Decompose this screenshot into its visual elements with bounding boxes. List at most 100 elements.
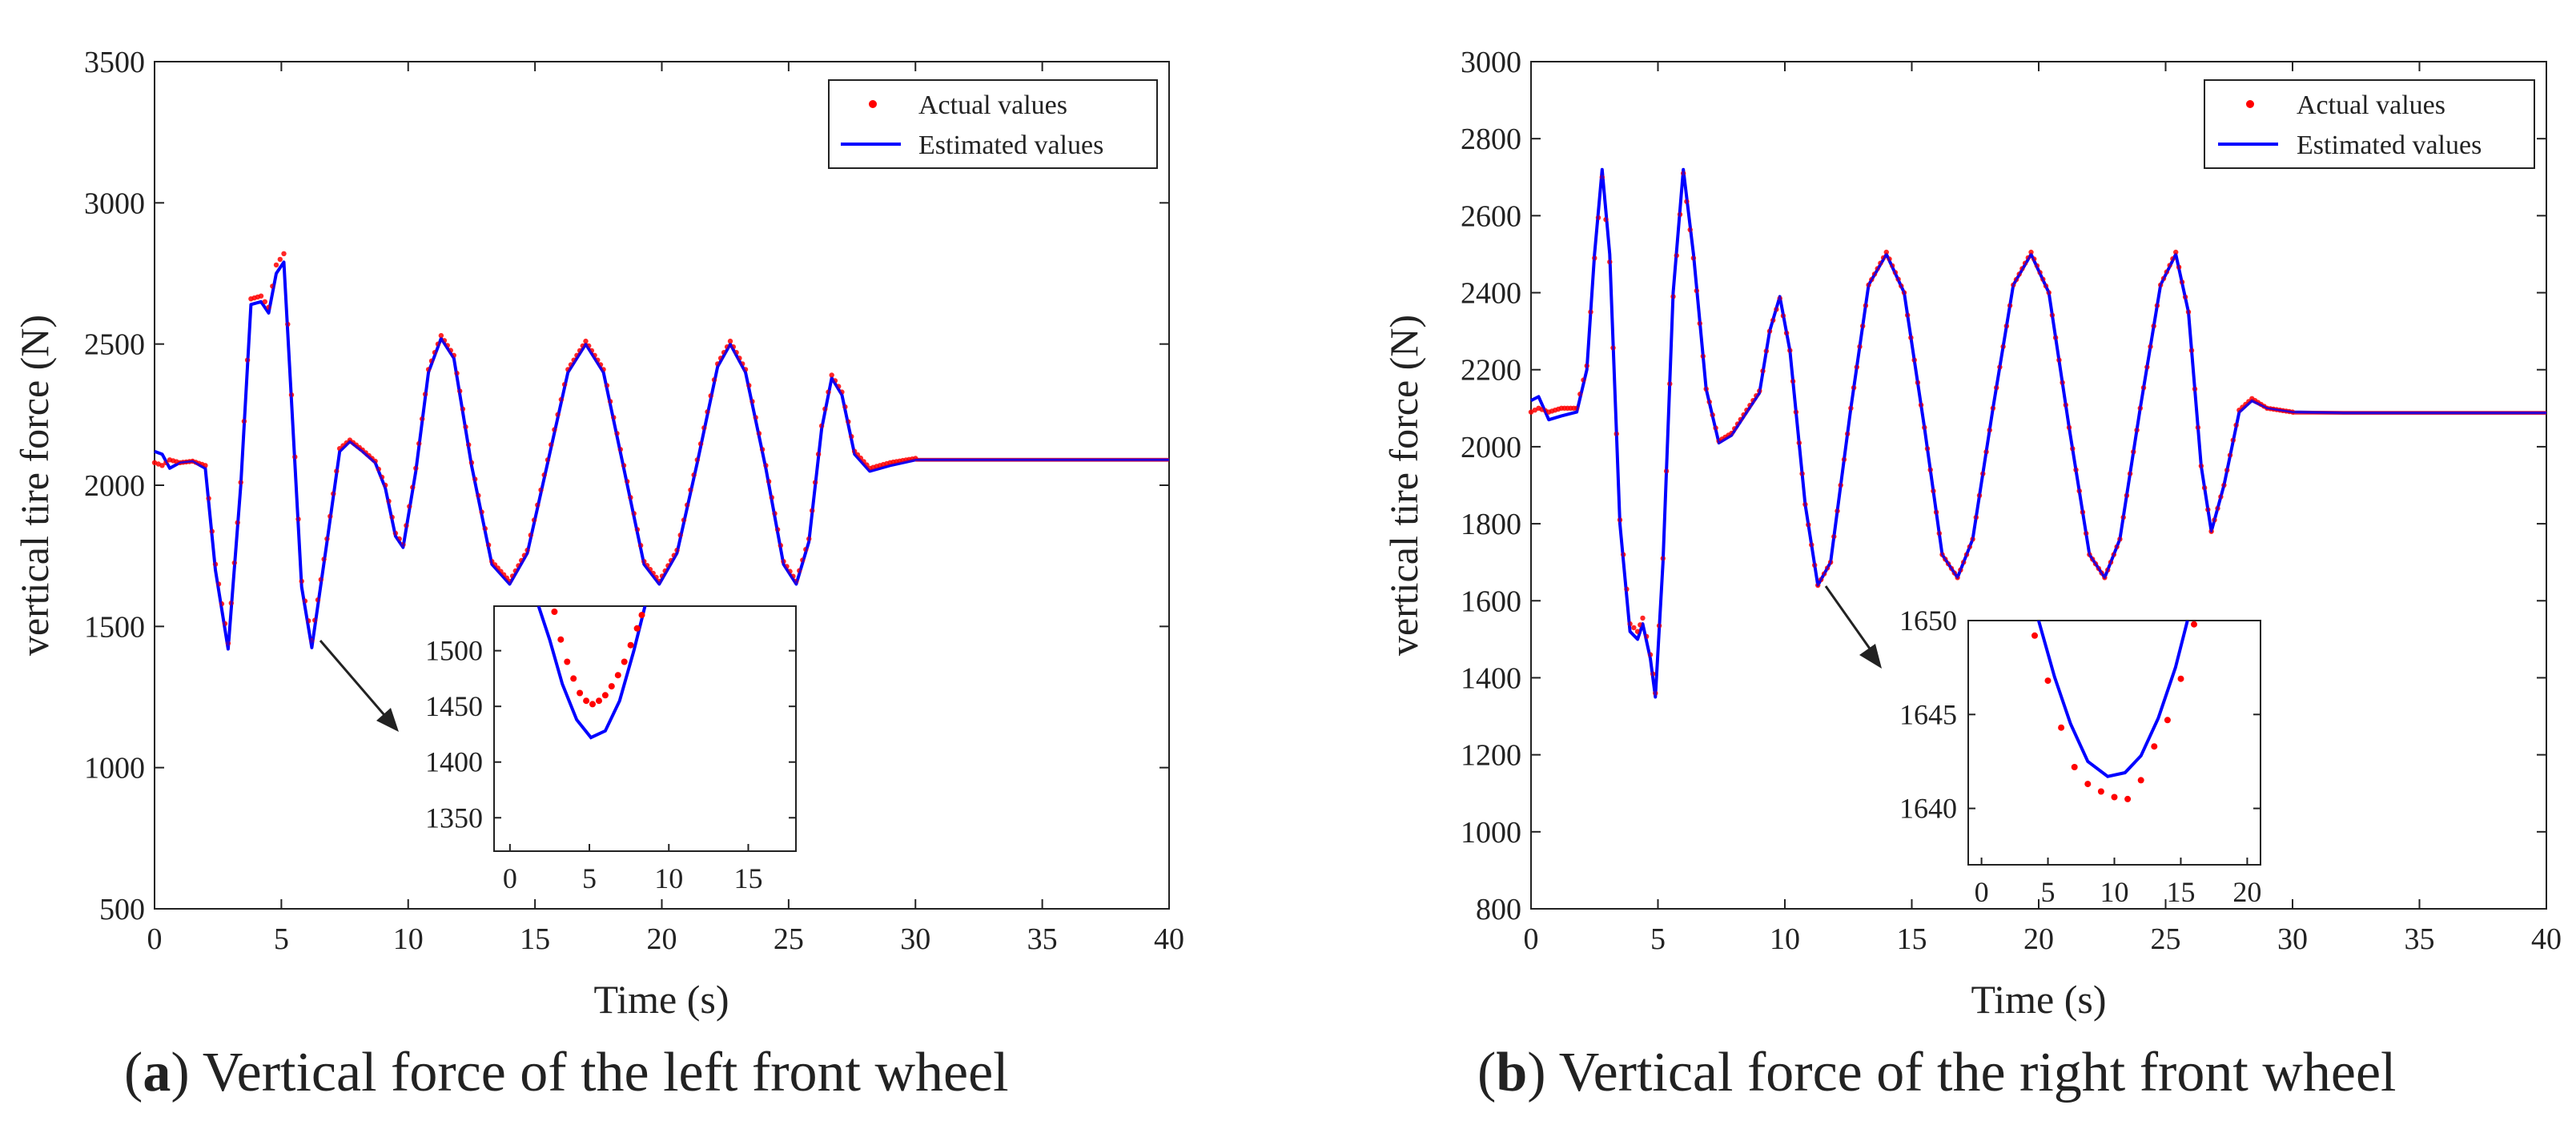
inset-actual-point-right	[2137, 777, 2144, 784]
inset-y-tick-label-left: 1400	[425, 746, 483, 778]
x-tick-label-right: 30	[2277, 922, 2308, 956]
y-ticks-right: 800 1000 1200 1400 1600 1800 2000 2200 2400 2600 2…	[1461, 46, 2546, 926]
y-tick-label-right: 2600	[1461, 199, 1521, 233]
x-ticks-left: 0 5 10 15 20 25 30 35 40	[147, 62, 1184, 956]
x-tick-label-left: 5	[274, 922, 289, 956]
x-tick-label-left: 20	[647, 922, 677, 956]
y-tick-label-left: 3500	[84, 46, 145, 79]
inset-y-tick-label-left: 1350	[425, 802, 483, 834]
inset-estimated-line-left	[536, 606, 647, 740]
caption-left-letter: a	[143, 1042, 171, 1103]
y-tick-label-right: 2200	[1461, 354, 1521, 388]
actual-point-right	[1631, 625, 1637, 631]
inset-actual-point-left	[627, 641, 634, 649]
inset-actual-point-right	[2191, 621, 2197, 628]
inset-y-tick-label-right: 1645	[1899, 698, 1957, 730]
x-tick-label-left: 25	[774, 922, 804, 956]
x-tick-label-right: 35	[2405, 922, 2435, 956]
inset-actual-point-left	[638, 612, 645, 619]
inset-y-tick-label-right: 1650	[1899, 605, 1957, 637]
inset-actual-point-right	[2177, 675, 2184, 682]
inset-y-tick-label-left: 1450	[425, 690, 483, 722]
x-tick-label-left: 15	[520, 922, 550, 956]
x-axis-label-left: Time (s)	[593, 977, 729, 1022]
y-tick-label-right: 800	[1476, 893, 1521, 926]
actual-point-right	[1640, 615, 1646, 621]
legend-actual-label-left: Actual values	[918, 90, 1067, 120]
y-tick-label-right: 2800	[1461, 123, 1521, 156]
inset-actual-point-left	[557, 636, 565, 643]
inset-actual-point-left	[583, 697, 590, 705]
inset-x-ticks-left: 0 5 10 15	[503, 844, 762, 894]
inset-actual-point-left	[589, 701, 596, 708]
y-tick-label-right: 3000	[1461, 46, 1521, 79]
y-tick-label-left: 1500	[84, 610, 145, 644]
x-tick-label-right: 20	[2023, 922, 2054, 956]
x-ticks-right: 0 5 10 15 20 25 30 35 40	[1524, 62, 2562, 956]
actual-point-right	[1528, 409, 1534, 415]
y-tick-label-right: 1200	[1461, 739, 1521, 773]
inset-actual-point-left	[614, 672, 621, 679]
series-right	[1528, 167, 2546, 699]
actual-point-left	[277, 256, 283, 263]
y-tick-label-left: 500	[99, 893, 145, 926]
inset-series-left	[536, 606, 647, 740]
chart-left: 500 1000 1500 2000 2500 3000 3500 0 5 10 15 20 25 30…	[12, 46, 1184, 1022]
y-tick-label-right: 2000	[1461, 431, 1521, 464]
actual-point-left	[583, 338, 589, 344]
inset-left: 1350 1400 1450 1500 0 5 10 15	[425, 605, 797, 894]
actual-point-right	[1532, 408, 1538, 413]
inset-actual-point-right	[2058, 724, 2065, 731]
x-tick-label-right: 25	[2151, 922, 2181, 956]
legend-actual-marker-left	[869, 100, 877, 108]
inset-actual-point-left	[608, 683, 615, 690]
y-axis-label-left: vertical tire force (N)	[12, 315, 57, 656]
inset-actual-point-right	[2151, 743, 2158, 750]
y-tick-label-right: 1400	[1461, 661, 1521, 695]
inset-actual-point-right	[2044, 677, 2052, 685]
caption-right-letter: b	[1496, 1042, 1527, 1103]
inset-actual-point-left	[621, 658, 628, 665]
inset-actual-point-right	[2071, 764, 2078, 770]
y-axis-label-right: vertical tire force (N)	[1381, 315, 1426, 656]
caption-left-paren-open: (	[124, 1042, 143, 1103]
y-tick-label-right: 1800	[1461, 508, 1521, 541]
actual-point-right	[2173, 249, 2179, 255]
x-tick-label-right: 0	[1524, 922, 1539, 956]
y-tick-label-right: 2400	[1461, 277, 1521, 311]
inset-actual-point-left	[596, 697, 602, 705]
inset-y-tick-label-left: 1500	[425, 635, 483, 667]
caption-left: (a) Vertical force of the left front whe…	[124, 1042, 1009, 1103]
inset-y-ticks-left: 1350 1400 1450 1500	[425, 635, 796, 834]
caption-right-text: Vertical force of the right front wheel	[1546, 1042, 2397, 1103]
x-tick-label-right: 15	[1897, 922, 1927, 956]
actual-point-left	[829, 372, 834, 378]
inset-estimated-line-right	[2036, 621, 2189, 778]
inset-x-tick-label-right: 15	[2166, 876, 2195, 908]
inset-actual-point-left	[601, 692, 609, 699]
zoom-arrow-right	[1824, 585, 1882, 669]
series-left	[151, 251, 1169, 651]
actual-point-left	[159, 463, 165, 468]
x-tick-label-left: 40	[1154, 922, 1184, 956]
caption-right-paren-open: (	[1477, 1042, 1496, 1103]
actual-point-left	[262, 299, 267, 304]
inset-box-right	[1967, 620, 2261, 866]
inset-y-ticks-right: 1640 1645 1650	[1899, 605, 2261, 825]
inset-actual-point-right	[2097, 788, 2104, 795]
inset-series-right	[2031, 621, 2197, 802]
inset-actual-point-left	[564, 658, 571, 665]
actual-point-left	[151, 460, 158, 465]
y-ticks-left: 500 1000 1500 2000 2500 3000 3500	[84, 46, 1169, 926]
inset-actual-point-left	[570, 675, 577, 682]
inset-x-tick-label-left: 0	[503, 862, 517, 894]
zoom-arrow-left	[319, 640, 399, 732]
inset-x-tick-label-left: 5	[582, 862, 597, 894]
legend-actual-label-right: Actual values	[2297, 90, 2445, 120]
actual-point-left	[273, 262, 279, 268]
y-tick-label-right: 1000	[1461, 816, 1521, 850]
x-tick-label-right: 10	[1770, 922, 1800, 956]
actual-point-left	[438, 332, 444, 339]
inset-x-tick-label-right: 5	[2041, 876, 2056, 908]
